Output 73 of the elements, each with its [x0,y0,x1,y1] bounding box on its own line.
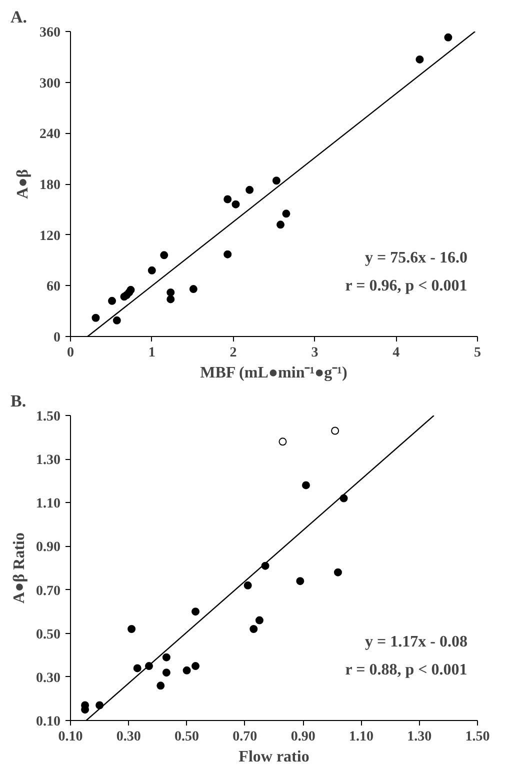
x-tick-label: 3 [311,346,318,360]
point [160,251,168,260]
point [133,664,142,672]
point [192,608,200,616]
y-tick-label: 60 [46,280,60,295]
point [192,662,200,670]
x-tick-label: 0.10 [58,730,83,744]
point [166,288,175,296]
x-tick-label: 2 [230,346,237,360]
x-tick-label: 1.30 [407,730,432,744]
y-tick-label: 0 [54,330,60,346]
x-tick-label: 5 [474,346,481,360]
y-tick-label: 240 [40,127,60,142]
y-axis-title: A●β Ratio [11,532,28,604]
point [282,210,290,218]
y-tick-label: 300 [40,76,60,92]
point [92,314,100,322]
annotation: y = 75.6x - 16.0 [365,250,468,266]
y-tick-label: 0.10 [36,714,60,730]
point [166,295,175,304]
point [112,316,121,324]
x-tick-label: 0 [67,346,74,360]
point [276,220,285,229]
point [444,33,452,42]
point [278,438,287,446]
y-tick-label: 1.30 [36,453,60,468]
y-tick-label: 360 [40,26,60,40]
y-tick-label: 0.70 [36,584,60,599]
point [334,568,342,576]
point [296,577,304,586]
y-tick-label: 180 [40,178,60,193]
point [224,195,232,204]
y-tick-label: 0.50 [36,627,60,642]
point [244,581,252,590]
chart-title: B. [10,392,26,410]
chart-title: A. [10,8,28,26]
y-axis-title: A●β [14,169,32,199]
annotation: r = 0.88, p < 0.001 [345,662,468,678]
point [331,426,340,435]
x-tick-label: 4 [392,346,400,360]
point [189,285,198,294]
point [224,250,232,258]
y-tick-label: 1.50 [36,410,60,424]
point [108,296,116,305]
annotation: y = 1.17x - 0.08 [365,634,468,650]
point [272,176,280,185]
x-axis-title: MBF (mL●min⁻¹●g⁻¹) [200,364,348,382]
x-tick-label: 0.30 [116,730,141,744]
point [246,186,254,194]
point [255,616,264,624]
point [162,668,170,677]
y-tick-label: 1.10 [36,496,60,512]
x-tick-label: 0.90 [290,730,316,744]
point [162,653,170,662]
x-axis-title: Flow ratio [238,748,310,766]
x-tick-label: 1 [148,346,156,360]
annotation: r = 0.96, p < 0.001 [345,278,468,294]
point [232,200,240,208]
point [416,55,424,64]
point [148,266,156,274]
point [302,481,310,490]
x-tick-label: 1.10 [348,730,374,744]
y-tick-label: 0.30 [36,670,60,686]
y-tick-label: 0.90 [36,540,60,556]
x-tick-label: 0.70 [232,730,258,744]
point [156,682,165,690]
x-tick-label: 0.50 [174,730,200,744]
point [182,666,191,674]
x-tick-label: 1.50 [465,730,490,744]
point [250,625,258,633]
y-tick-label: 120 [40,228,60,244]
point [128,625,136,633]
point [126,286,135,294]
